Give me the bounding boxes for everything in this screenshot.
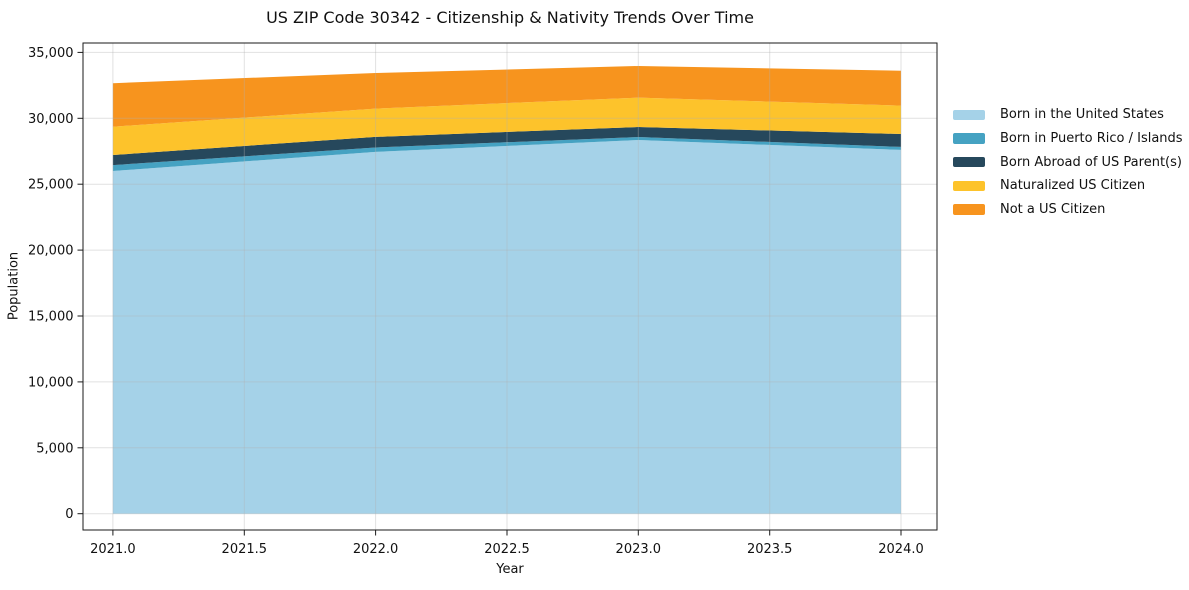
legend-label: Born Abroad of US Parent(s) <box>1000 154 1182 170</box>
y-tick-label: 10,000 <box>28 375 74 390</box>
chart-legend: Born in the United States Born in Puerto… <box>953 103 1183 221</box>
area-series-4 <box>112 66 901 127</box>
legend-label: Not a US Citizen <box>1000 202 1106 218</box>
x-axis-label: Year <box>496 562 524 577</box>
x-tick-label: 2022.5 <box>484 542 530 557</box>
x-tick-label: 2023.5 <box>747 542 793 557</box>
x-tick-label: 2022.0 <box>353 542 399 557</box>
y-tick-label: 25,000 <box>28 178 74 193</box>
y-tick-label: 30,000 <box>28 112 74 127</box>
area-series-1 <box>112 137 901 171</box>
area-series-0 <box>112 140 901 514</box>
legend-label: Naturalized US Citizen <box>1000 178 1146 194</box>
axes-spines <box>82 42 938 531</box>
x-tick-label: 2021.0 <box>90 542 136 557</box>
y-tick-label: 35,000 <box>28 46 74 61</box>
legend-label: Born in Puerto Rico / Islands <box>1000 131 1183 147</box>
legend-item: Born in Puerto Rico / Islands <box>953 127 1183 151</box>
y-axis-label: Population <box>6 251 22 321</box>
legend-item: Born in the United States <box>953 103 1183 127</box>
legend-item: Born Abroad of US Parent(s) <box>953 150 1183 174</box>
x-tick-label: 2021.5 <box>222 542 268 557</box>
y-tick-label: 20,000 <box>28 244 74 259</box>
legend-item: Naturalized US Citizen <box>953 174 1183 198</box>
area-series-3 <box>112 97 901 155</box>
x-tick-label: 2024.0 <box>878 542 924 557</box>
area-series-2 <box>112 127 901 166</box>
y-tick-label: 5,000 <box>36 441 73 456</box>
y-tick-label: 15,000 <box>28 310 74 325</box>
legend-swatch-icon <box>953 180 985 192</box>
legend-swatch-icon <box>953 204 985 215</box>
legend-swatch-icon <box>953 133 985 144</box>
legend-label: Born in the United States <box>1000 107 1164 123</box>
legend-swatch-icon <box>953 156 985 168</box>
chart-title: US ZIP Code 30342 - Citizenship & Nativi… <box>266 8 754 27</box>
x-tick-label: 2023.0 <box>616 542 662 557</box>
legend-item: Not a US Citizen <box>953 198 1183 222</box>
y-tick-label: 0 <box>65 507 73 522</box>
legend-swatch-icon <box>953 109 985 121</box>
